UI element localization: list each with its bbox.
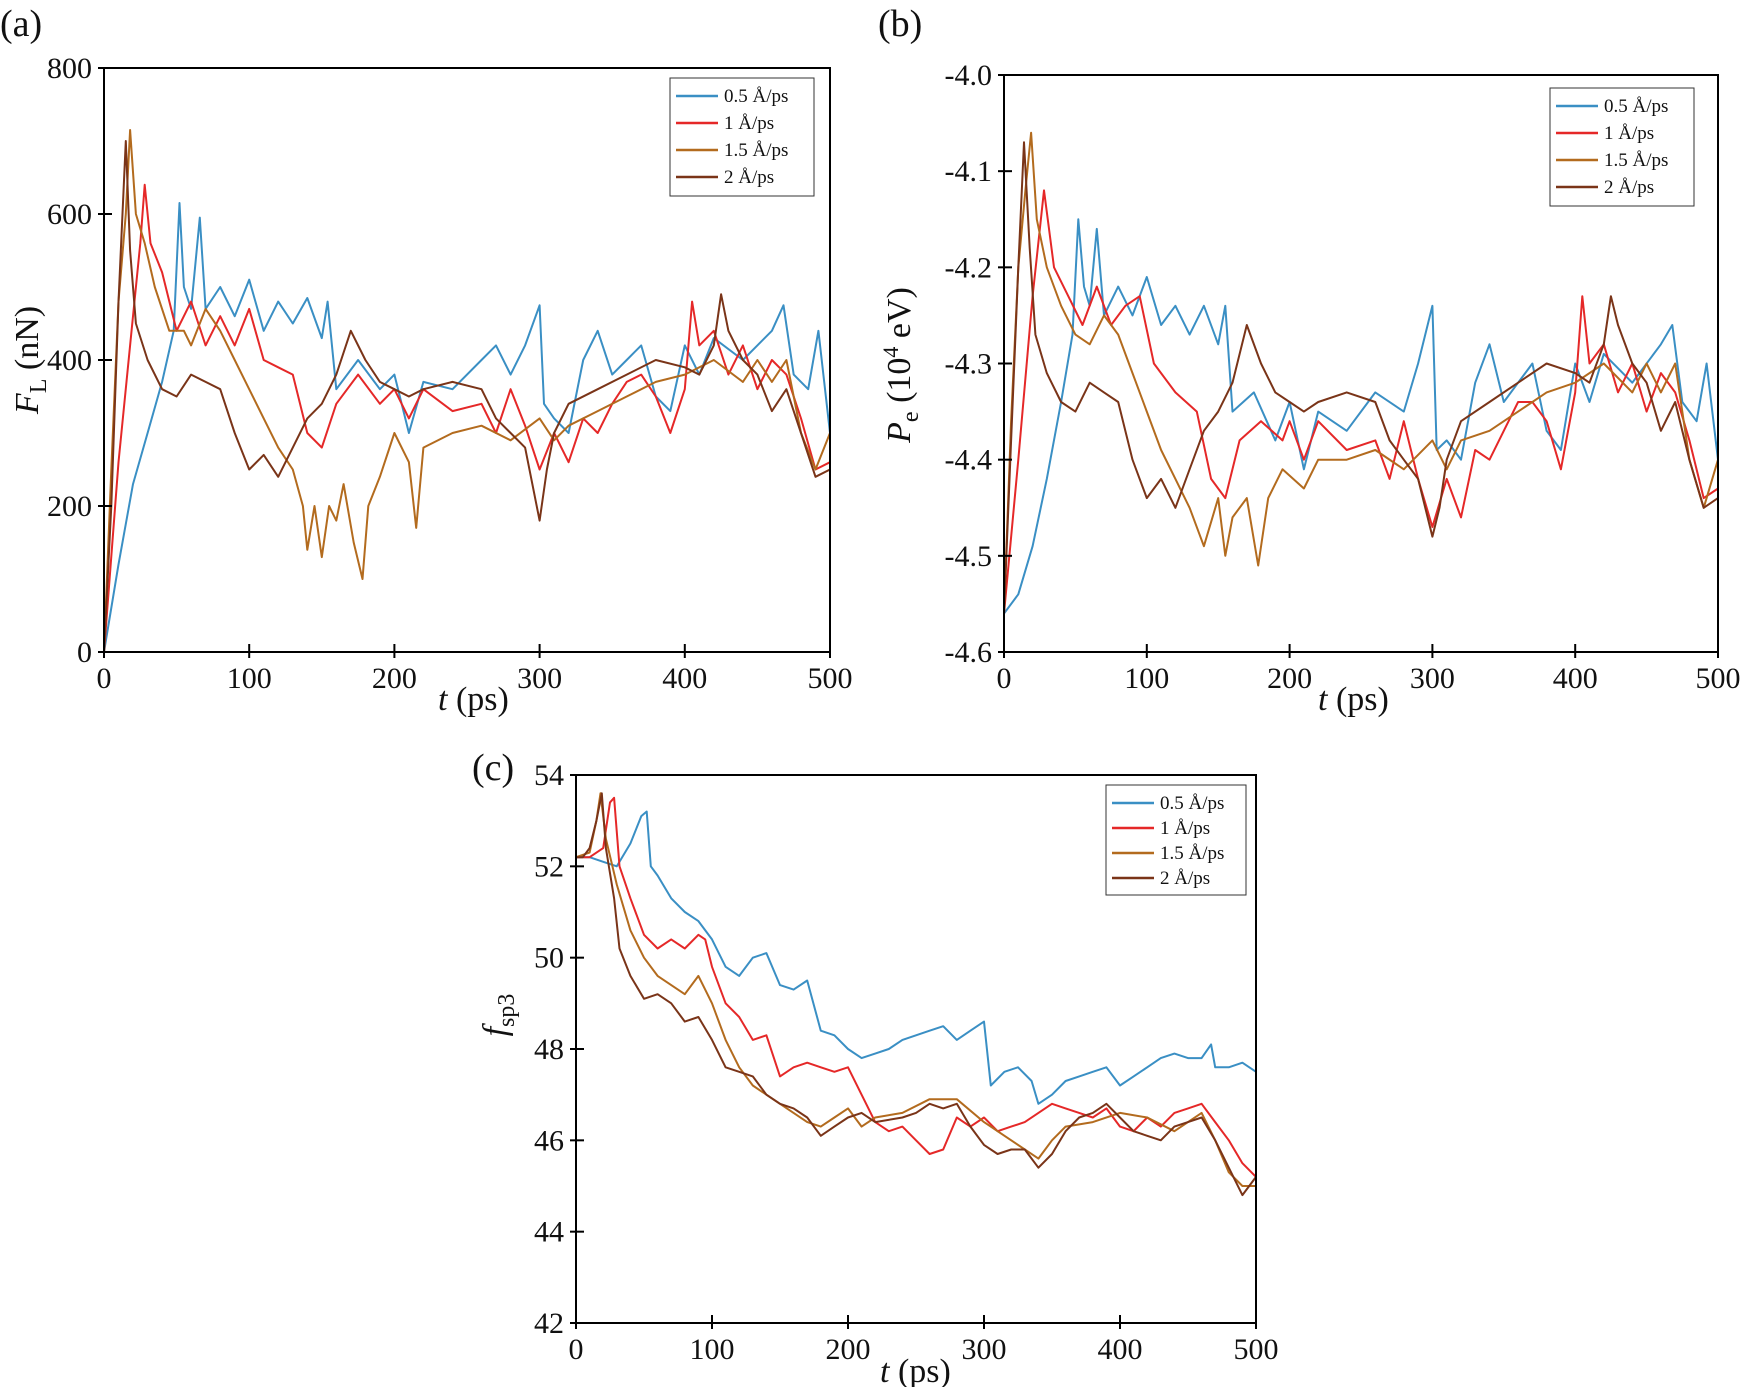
x-tick-label: 0	[997, 662, 1012, 695]
series-line-2	[104, 183, 830, 652]
y-tick-label: 600	[47, 198, 92, 231]
x-tick-label: 0	[569, 1333, 584, 1366]
series-line-2	[1004, 189, 1718, 614]
panel-b: (b) 0 100 200 300 400 500 -4.6 -4.5 -4.4 -4.3 -4.2 -…	[878, 3, 1741, 718]
y-tick-label: 48	[534, 1033, 564, 1066]
x-tick-label: 500	[1696, 662, 1741, 695]
series-line-4	[104, 140, 830, 652]
series-group	[1004, 131, 1718, 615]
panel-c: (c) 0 100 200 300 400 500 42 44 46 48 50 52 54 t (ps) f…	[472, 747, 1279, 1387]
legend-label: 1 Å/ps	[1604, 123, 1654, 144]
x-tick-label: 200	[1267, 662, 1312, 695]
y-tick-label: -4.0	[945, 59, 993, 92]
legend: 0.5 Å/ps 1 Å/ps 1.5 Å/ps 2 Å/ps	[669, 77, 815, 197]
legend: 0.5 Å/ps 1 Å/ps 1.5 Å/ps 2 Å/ps	[1549, 87, 1695, 207]
y-tick-label: -4.2	[945, 251, 993, 284]
legend-label: 0.5 Å/ps	[1604, 96, 1668, 117]
legend-label: 1.5 Å/ps	[1160, 843, 1224, 864]
legend: 0.5 Å/ps 1 Å/ps 1.5 Å/ps 2 Å/ps	[1105, 784, 1247, 896]
x-tick-label: 400	[1098, 1333, 1143, 1366]
y-tick-label: -4.5	[945, 540, 993, 573]
series-line-1	[104, 202, 830, 652]
y-tick-label: -4.3	[945, 348, 993, 381]
y-axis-title: FL (nN)	[9, 306, 52, 415]
series-line-3	[576, 792, 1256, 1187]
panel-label: (c)	[472, 747, 514, 789]
y-tick-label: 50	[534, 942, 564, 975]
legend-label: 2 Å/ps	[1604, 177, 1654, 198]
panel-label: (a)	[0, 3, 42, 45]
y-tick-label: 44	[534, 1216, 564, 1249]
x-tick-label: 300	[962, 1333, 1007, 1366]
x-axis-title: t (ps)	[438, 681, 509, 718]
legend-label: 2 Å/ps	[1160, 868, 1210, 889]
y-tick-label: 400	[47, 344, 92, 377]
legend-label: 1.5 Å/ps	[1604, 150, 1668, 171]
x-tick-label: 100	[690, 1333, 735, 1366]
legend-label: 1.5 Å/ps	[724, 140, 788, 161]
x-tick-label: 500	[808, 662, 853, 695]
series-line-4	[1004, 141, 1718, 614]
series-line-3	[104, 129, 830, 652]
y-tick-label: 0	[77, 636, 92, 669]
x-tick-label: 300	[1410, 662, 1455, 695]
y-tick-label: 52	[534, 850, 564, 883]
y-tick-label: -4.1	[945, 155, 993, 188]
y-tick-label: 42	[534, 1307, 564, 1340]
y-tick-label: -4.6	[945, 636, 993, 669]
x-tick-label: 400	[1553, 662, 1598, 695]
legend-label: 0.5 Å/ps	[724, 86, 788, 107]
y-axis-title: fsp3	[477, 994, 520, 1037]
x-axis-title: t (ps)	[1318, 681, 1389, 718]
x-axis-title: t (ps)	[880, 1353, 951, 1387]
x-tick-label: 300	[517, 662, 562, 695]
series-group	[576, 792, 1256, 1197]
x-tick-label: 200	[372, 662, 417, 695]
x-tick-label: 400	[662, 662, 707, 695]
y-tick-label: 46	[534, 1124, 564, 1157]
series-line-2	[576, 796, 1256, 1178]
x-tick-label: 100	[227, 662, 272, 695]
x-tick-label: 200	[826, 1333, 871, 1366]
y-tick-label: -4.4	[945, 444, 993, 477]
legend-label: 2 Å/ps	[724, 167, 774, 188]
y-tick-label: 54	[534, 759, 564, 792]
legend-label: 0.5 Å/ps	[1160, 793, 1224, 814]
series-line-1	[1004, 218, 1718, 615]
legend-label: 1 Å/ps	[1160, 818, 1210, 839]
panel-a: (a) 0 100 200 300 400 500 0 200 400 600 800 t (ps) FL…	[0, 3, 853, 718]
y-axis-title: Pe (104 eV)	[878, 287, 924, 444]
x-tick-label: 0	[97, 662, 112, 695]
y-tick-label: 800	[47, 52, 92, 85]
panel-label: (b)	[878, 3, 922, 45]
x-tick-label: 500	[1234, 1333, 1279, 1366]
x-tick-label: 100	[1124, 662, 1169, 695]
series-group	[104, 129, 830, 652]
legend-label: 1 Å/ps	[724, 113, 774, 134]
series-line-4	[576, 792, 1256, 1197]
y-tick-label: 200	[47, 490, 92, 523]
series-line-1	[576, 810, 1256, 1105]
